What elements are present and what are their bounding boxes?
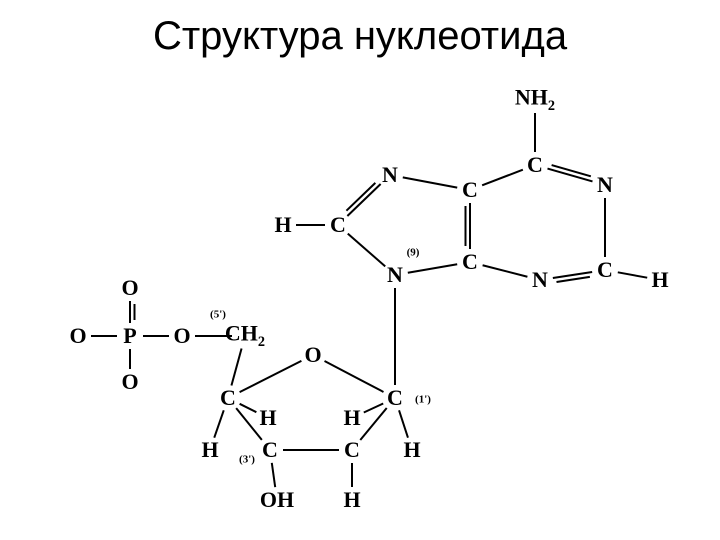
atom-layer: NH2CNCHNCCNCHN(9)OOPOO(5')CH2COC(1')C(3'… bbox=[0, 0, 720, 540]
atom-C2: C bbox=[597, 259, 613, 281]
atom-H4b: H bbox=[201, 439, 218, 461]
atom-H2: H bbox=[651, 269, 668, 291]
atom-H1b: H bbox=[403, 439, 420, 461]
atom-lbl5: (5') bbox=[210, 310, 226, 321]
atom-CH2: CH2 bbox=[225, 323, 265, 350]
atom-OH3: OH bbox=[260, 489, 294, 511]
atom-Oring: O bbox=[304, 344, 321, 366]
atom-Otop: O bbox=[121, 277, 138, 299]
atom-C3p: C bbox=[262, 439, 278, 461]
atom-C6: C bbox=[527, 154, 543, 176]
atom-Oleft: O bbox=[69, 325, 86, 347]
atom-H1a: H bbox=[343, 407, 360, 429]
atom-NH2: NH2 bbox=[515, 87, 555, 114]
atom-Oright: O bbox=[173, 325, 190, 347]
atom-H8: H bbox=[274, 214, 291, 236]
atom-N1: N bbox=[597, 174, 613, 196]
atom-lbl1: (1') bbox=[415, 395, 431, 406]
atom-N7: N bbox=[382, 164, 398, 186]
atom-C1p: C bbox=[387, 387, 403, 409]
atom-N9: N bbox=[387, 264, 403, 286]
atom-C2p: C bbox=[344, 439, 360, 461]
atom-H4a: H bbox=[259, 407, 276, 429]
atom-N3: N bbox=[532, 269, 548, 291]
atom-H2p: H bbox=[343, 489, 360, 511]
atom-Obot: O bbox=[121, 371, 138, 393]
atom-C4: C bbox=[462, 251, 478, 273]
atom-C4p: C bbox=[220, 387, 236, 409]
atom-C5: C bbox=[462, 179, 478, 201]
atom-P: P bbox=[123, 325, 136, 347]
atom-C8: C bbox=[330, 214, 346, 236]
atom-lbl9: (9) bbox=[407, 248, 420, 259]
atom-lbl3: (3') bbox=[239, 455, 255, 466]
